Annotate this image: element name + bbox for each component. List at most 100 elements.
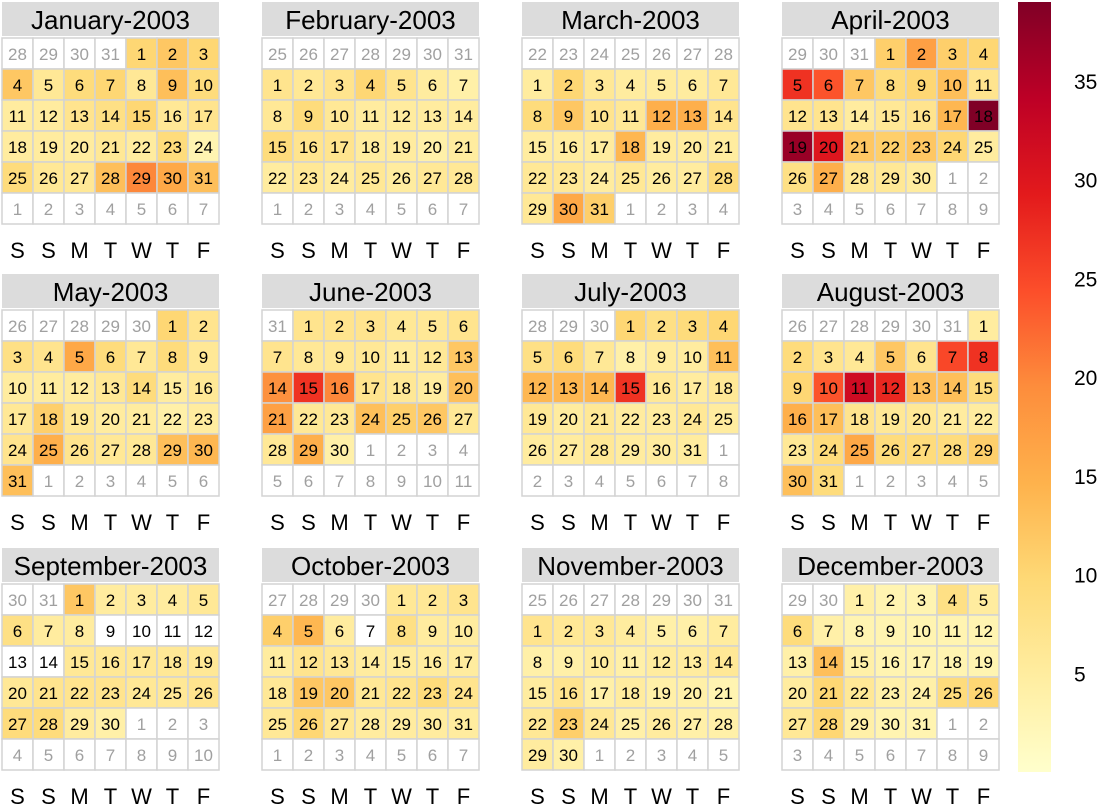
day-label: 2 [564, 76, 573, 95]
day-label: 8 [304, 348, 313, 367]
day-cell [583, 464, 616, 497]
day-label: 26 [788, 169, 807, 188]
day-label: 28 [101, 169, 120, 188]
day-label: 14 [361, 653, 380, 672]
day-cell [843, 309, 876, 342]
day-label: 17 [912, 653, 931, 672]
day-cell [614, 433, 647, 466]
day-label: 29 [559, 317, 578, 336]
weekday-label: F [457, 510, 470, 535]
day-label: 25 [621, 45, 640, 64]
day-label: 13 [454, 348, 473, 367]
day-label: 9 [793, 379, 802, 398]
day-label: 26 [392, 169, 411, 188]
day-cell [614, 676, 647, 709]
day-cell [874, 68, 907, 101]
day-cell [447, 68, 480, 101]
day-label: 23 [194, 410, 213, 429]
day-label: 3 [948, 45, 957, 64]
day-label: 4 [13, 76, 22, 95]
day-label: 11 [975, 76, 993, 95]
day-label: 3 [793, 200, 802, 219]
day-cell [936, 645, 969, 678]
day-cell [936, 37, 969, 70]
day-label: 20 [70, 138, 89, 157]
day-cell [936, 583, 969, 616]
day-cell [583, 68, 616, 101]
day-label: 31 [454, 45, 473, 64]
day-label: 22 [163, 410, 182, 429]
day-label: 13 [70, 107, 89, 126]
day-cell [94, 676, 127, 709]
day-label: 18 [943, 653, 962, 672]
day-label: 5 [793, 76, 802, 95]
day-cell [707, 68, 740, 101]
day-label: 1 [137, 715, 146, 734]
day-cell [936, 68, 969, 101]
day-label: 18 [850, 410, 869, 429]
day-label: 11 [269, 653, 287, 672]
day-cell [447, 738, 480, 771]
weekday-label: T [686, 510, 699, 535]
day-label: 27 [423, 169, 442, 188]
weekday-label: W [651, 784, 672, 808]
day-label: 9 [304, 107, 313, 126]
day-cell [781, 37, 814, 70]
weekday-label: T [624, 784, 637, 808]
day-cell [645, 583, 678, 616]
day-label: 31 [101, 45, 120, 64]
day-label: 20 [330, 684, 349, 703]
weekday-label: T [364, 238, 377, 263]
day-cell [781, 464, 814, 497]
weekday-label: F [977, 510, 990, 535]
day-cell [707, 614, 740, 647]
day-label: 12 [423, 348, 442, 367]
day-cell [707, 707, 740, 740]
day-label: 4 [719, 200, 728, 219]
day-label: 8 [397, 622, 406, 641]
day-label: 15 [132, 107, 151, 126]
day-cell [94, 738, 127, 771]
weekday-label: M [330, 510, 348, 535]
day-label: 14 [590, 379, 609, 398]
day-label: 6 [428, 746, 437, 765]
day-label: 8 [626, 348, 635, 367]
day-cell [385, 433, 418, 466]
day-label: 25 [39, 441, 58, 460]
day-label: 17 [194, 107, 213, 126]
day-label: 10 [454, 622, 473, 641]
day-cell [63, 309, 96, 342]
weekday-label: M [590, 238, 608, 263]
day-label: 9 [979, 200, 988, 219]
day-label: 5 [75, 348, 84, 367]
day-label: 30 [559, 746, 578, 765]
day-cell [292, 192, 325, 225]
weekday-label: W [911, 510, 932, 535]
day-cell [385, 464, 418, 497]
weekday-label: T [104, 510, 117, 535]
day-label: 22 [528, 45, 547, 64]
day-cell [614, 464, 647, 497]
day-label: 3 [657, 746, 666, 765]
day-label: 5 [44, 76, 53, 95]
day-label: 5 [397, 76, 406, 95]
day-label: 21 [590, 410, 609, 429]
day-label: 9 [168, 76, 177, 95]
day-label: 21 [39, 684, 58, 703]
day-cell [32, 309, 65, 342]
day-label: 1 [533, 76, 542, 95]
day-label: 13 [559, 379, 578, 398]
day-label: 28 [454, 169, 473, 188]
day-label: 9 [564, 107, 573, 126]
day-label: 29 [974, 441, 993, 460]
day-label: 10 [194, 76, 213, 95]
day-label: 10 [590, 653, 609, 672]
day-label: 30 [559, 200, 578, 219]
day-label: 27 [683, 45, 702, 64]
day-label: 13 [8, 653, 27, 672]
day-cell [781, 130, 814, 163]
weekday-label: T [104, 238, 117, 263]
day-cell [645, 99, 678, 132]
day-label: 16 [912, 107, 931, 126]
